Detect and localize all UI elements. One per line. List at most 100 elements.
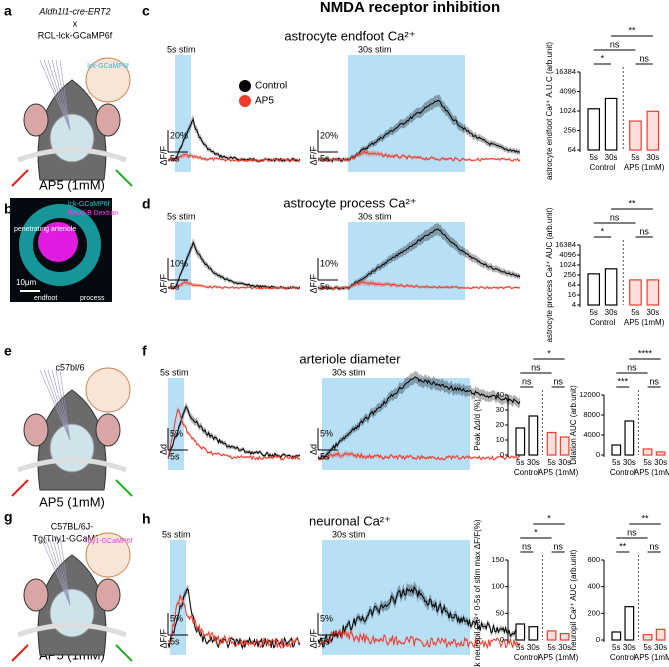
y-tick-label: 0: [500, 635, 504, 644]
panel-title: astrocyte endfoot Ca²⁺: [284, 28, 415, 43]
group-label: AP5 (1mM): [538, 653, 579, 662]
headbar: [17, 622, 127, 638]
trace: [167, 587, 300, 650]
group-label: AP5 (1mM): [538, 468, 579, 477]
y-axis-label: Peak Δd/d (%): [473, 399, 482, 451]
y-tick-label: 16384: [555, 67, 576, 76]
genotype: RCL-lck-GCaMP6f: [38, 30, 113, 40]
bar: [587, 108, 601, 151]
sig-label: ns: [531, 362, 541, 372]
y-tick-label: 16384: [555, 240, 576, 249]
x-tick-label: 5s: [631, 308, 639, 317]
trace: [167, 153, 301, 163]
trace-sem: [318, 449, 520, 461]
x-tick-label: 30s: [623, 458, 636, 467]
x-tick-label: 5s: [547, 643, 555, 652]
bar: [604, 97, 618, 151]
objective: [55, 369, 71, 441]
sig-label: **: [628, 198, 636, 208]
y-tick-label: 40: [496, 390, 504, 399]
objective: [43, 534, 71, 606]
bar: [642, 448, 653, 456]
scale-label: ΔF/F: [158, 629, 168, 649]
trace-sem: [168, 584, 300, 650]
electrode: [11, 479, 29, 497]
objective: [51, 59, 71, 131]
sensor-label: lck-GCaMP6f: [87, 63, 129, 70]
stim-label: 30s stim: [332, 367, 366, 377]
objective: [59, 59, 71, 131]
sig-label: ns: [649, 376, 659, 386]
y-tick-label: 0: [596, 450, 600, 459]
scale-label: 5%: [320, 613, 333, 623]
bar: [546, 431, 557, 456]
y-tick-label: 100: [491, 582, 504, 591]
panel-title: astrocyte process Ca²⁺: [283, 195, 416, 210]
trace: [318, 628, 521, 650]
panel-label: f: [142, 343, 147, 359]
y-tick-label: 600: [587, 555, 600, 564]
scale-label: 5s: [320, 153, 330, 163]
sig-label: **: [641, 513, 649, 523]
scale-label: 5s: [170, 636, 180, 646]
group-label: Control: [514, 468, 540, 477]
scale-label: 5%: [170, 613, 183, 623]
strain: c57bl/6: [55, 362, 84, 372]
scale-label: 20%: [320, 130, 338, 140]
scale-label: 5s: [170, 153, 180, 163]
y-axis-label: astrocyte endfoot Ca²⁺ A.U.C (arb.unit): [545, 42, 554, 180]
bar: [515, 623, 526, 641]
legend-marker: [239, 80, 251, 92]
y-tick-label: 12000: [579, 390, 600, 399]
label: process: [80, 295, 105, 302]
group-label: Control: [590, 318, 616, 327]
mouse-ear: [95, 413, 121, 447]
sig-label: ns: [610, 212, 620, 222]
objective: [59, 369, 71, 441]
scale-label: ΔF/F: [158, 146, 168, 166]
x-tick-label: 5s: [612, 458, 620, 467]
bar: [528, 626, 539, 641]
group-label: Control: [610, 653, 636, 662]
x-tick-label: 5s: [516, 643, 524, 652]
scale-label: 5s: [320, 281, 330, 291]
legend: lck-GCaMP6f: [68, 201, 110, 208]
y-tick-label: 64: [568, 280, 576, 289]
electrode: [115, 644, 133, 662]
drug: AP5 (1mM): [39, 494, 105, 509]
legend-marker: [239, 95, 251, 107]
zoom: [85, 367, 131, 413]
y-tick-label: 0: [500, 450, 504, 459]
legend-label: Control: [255, 81, 287, 92]
scale-bar: 10μm: [16, 278, 37, 287]
y-tick-label: 16: [568, 290, 576, 299]
objective: [47, 534, 71, 606]
label: penetrating arteriole: [14, 226, 76, 233]
sig-label: ns: [627, 362, 637, 372]
bar: [629, 279, 642, 306]
trace-sem: [168, 406, 300, 461]
y-tick-label: 50: [496, 608, 504, 617]
y-tick-label: 8000: [583, 410, 600, 419]
x-tick-label: 5s: [631, 153, 639, 162]
bar: [515, 427, 526, 456]
window: [49, 423, 95, 473]
scale-label: ΔF/F: [158, 274, 168, 294]
x-tick-label: 30s: [558, 458, 571, 467]
scale-label: 5%: [320, 428, 333, 438]
electrode: [11, 169, 29, 187]
mouse-ear: [95, 103, 121, 137]
genotype: Aldh1l1-cre-ERT2: [38, 6, 110, 16]
sig-label: *: [547, 513, 551, 523]
group-label: Control: [590, 163, 616, 172]
y-tick-label: 4096: [559, 86, 576, 95]
y-tick-label: 150: [491, 555, 504, 564]
objective: [43, 369, 71, 441]
bar: [629, 120, 642, 151]
trace: [317, 585, 521, 648]
electrode: [11, 644, 29, 662]
objective: [39, 59, 71, 131]
x-tick-label: 5s: [589, 153, 597, 162]
panel-label: h: [142, 511, 151, 527]
